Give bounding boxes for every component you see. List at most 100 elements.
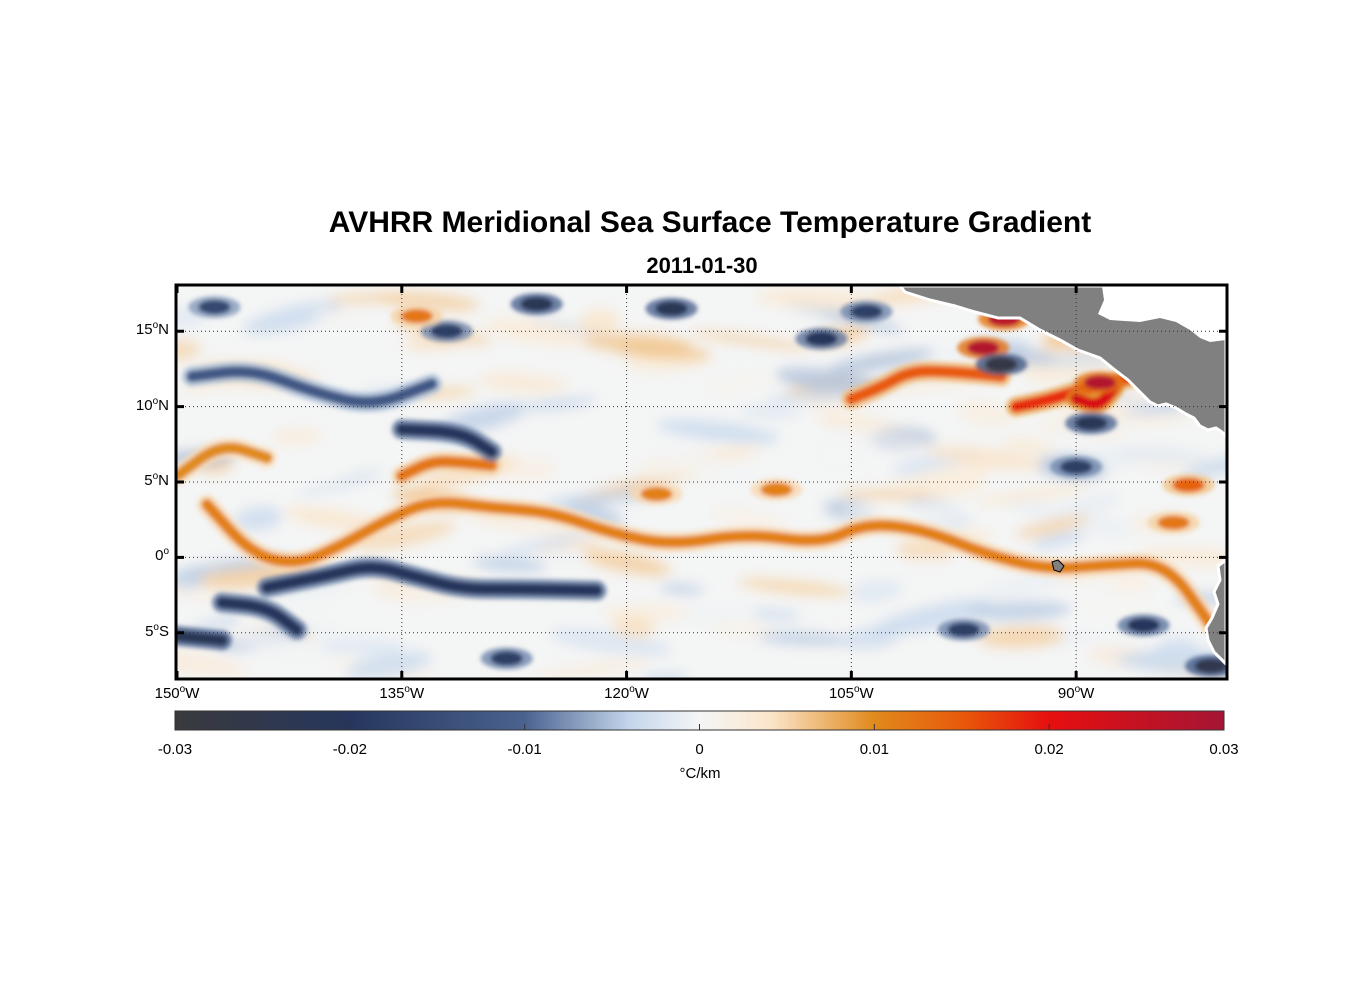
texture-patch bbox=[613, 615, 655, 639]
texture-patch bbox=[966, 601, 1072, 621]
colorbar-tick-label: 0.03 bbox=[1209, 741, 1239, 758]
axis-ticks bbox=[175, 285, 1227, 679]
texture-patch bbox=[177, 340, 201, 361]
texture-patch bbox=[273, 429, 322, 443]
texture-patch bbox=[242, 470, 349, 493]
papagayo-eddy-neg bbox=[1075, 416, 1108, 431]
colorbar-tick-label: 0.02 bbox=[1034, 741, 1064, 758]
texture-patch bbox=[473, 556, 547, 573]
texture-patch bbox=[870, 599, 994, 636]
lon-label: 150oW bbox=[154, 684, 200, 702]
texture-patch bbox=[829, 349, 934, 373]
texture-patch bbox=[715, 352, 775, 363]
texture-patch bbox=[1016, 515, 1088, 538]
north-front-west bbox=[177, 442, 273, 482]
chart-title: AVHRR Meridional Sea Surface Temperature… bbox=[328, 206, 1092, 239]
northeast-positive-1 bbox=[845, 365, 1007, 405]
papagayo-eddy-pos bbox=[1084, 375, 1117, 390]
texture-patch bbox=[739, 405, 800, 418]
texture-patch bbox=[549, 628, 672, 656]
texture-patch bbox=[177, 579, 233, 604]
lon-label: 105oW bbox=[828, 684, 874, 702]
texture-patch bbox=[235, 506, 282, 531]
texture-patch bbox=[302, 651, 377, 663]
north-top-neg-4 bbox=[805, 331, 838, 346]
mid-pos-3 bbox=[760, 482, 793, 497]
southwest-negative-corner bbox=[177, 630, 228, 646]
colorbar-unit-label: °C/km bbox=[679, 765, 721, 782]
northwest-negative-band bbox=[186, 366, 438, 408]
north-front-mid bbox=[396, 456, 498, 482]
gradient-texture bbox=[177, 286, 1226, 678]
texture-patch bbox=[738, 578, 852, 596]
texture-patch bbox=[1181, 452, 1226, 479]
texture-patch bbox=[1003, 438, 1055, 454]
texture-patch bbox=[542, 490, 658, 508]
texture-patch bbox=[1114, 446, 1209, 465]
colorbar-tick-label: 0 bbox=[695, 741, 704, 758]
texture-patch bbox=[346, 651, 432, 678]
texture-patch bbox=[578, 309, 620, 335]
north-top-neg-2 bbox=[655, 301, 688, 316]
gulf-eddy-neg bbox=[985, 357, 1018, 372]
south-neg-2 bbox=[947, 622, 980, 637]
texture-patch bbox=[976, 485, 1090, 505]
lat-label: 5oN bbox=[144, 471, 169, 489]
texture-patch bbox=[690, 331, 813, 350]
texture-patch bbox=[353, 521, 455, 551]
texture-patch bbox=[544, 547, 586, 562]
east-neg-2 bbox=[1127, 618, 1160, 633]
southwest-negative-arc bbox=[216, 597, 303, 636]
mid-pos-2 bbox=[640, 487, 673, 502]
texture-patch bbox=[478, 373, 567, 394]
texture-patch bbox=[657, 419, 779, 444]
land-central-america bbox=[898, 286, 1226, 439]
colorbar-tick-label: -0.02 bbox=[332, 741, 367, 758]
lon-label: 120oW bbox=[604, 684, 649, 702]
texture-patch bbox=[1057, 615, 1131, 637]
west-top-neg bbox=[198, 300, 231, 315]
texture-patch bbox=[841, 627, 899, 649]
texture-patch bbox=[826, 425, 942, 448]
lon-label: 90oW bbox=[1057, 684, 1095, 702]
north-top-neg-1 bbox=[520, 297, 553, 312]
lat-label: 15oN bbox=[135, 320, 169, 339]
texture-patch bbox=[849, 580, 903, 602]
texture-patch bbox=[311, 309, 363, 322]
texture-patch bbox=[794, 610, 886, 633]
map-area bbox=[177, 286, 1226, 678]
texture-patch bbox=[297, 471, 383, 495]
north-negative-arc bbox=[396, 423, 498, 458]
texture-patch bbox=[1031, 530, 1086, 549]
texture-patch bbox=[243, 301, 343, 335]
land-south-america bbox=[1204, 558, 1226, 667]
texture-patch bbox=[326, 292, 418, 304]
colorbar-ticks bbox=[174, 724, 1225, 730]
texture-patch bbox=[658, 449, 753, 481]
texture-patch bbox=[177, 646, 247, 677]
lat-label: 0o bbox=[155, 546, 169, 565]
texture-patch bbox=[838, 489, 951, 500]
texture-patch bbox=[519, 397, 597, 411]
texture-patch bbox=[483, 318, 590, 346]
graticule bbox=[177, 286, 1226, 678]
papagayo-positive bbox=[1070, 383, 1120, 410]
texture-patch bbox=[712, 508, 789, 531]
land-yucatan-cut bbox=[1098, 286, 1226, 342]
texture-patch bbox=[532, 540, 603, 553]
texture-patch bbox=[756, 632, 852, 645]
texture-patch bbox=[204, 626, 327, 654]
land-masses bbox=[898, 286, 1226, 667]
north-top-neg-3 bbox=[430, 324, 463, 339]
texture-patch bbox=[626, 462, 721, 482]
texture-patch bbox=[501, 530, 597, 556]
lat-label: 5oS bbox=[145, 621, 169, 640]
texture-patch bbox=[465, 513, 583, 536]
texture-patch bbox=[1108, 571, 1152, 594]
texture-patch bbox=[253, 582, 352, 600]
texture-patch bbox=[958, 400, 1012, 427]
texture-patch bbox=[177, 571, 208, 590]
south-mid-neg bbox=[490, 651, 523, 666]
north-top-neg-5 bbox=[850, 304, 883, 319]
mid-pos-1 bbox=[400, 309, 433, 324]
